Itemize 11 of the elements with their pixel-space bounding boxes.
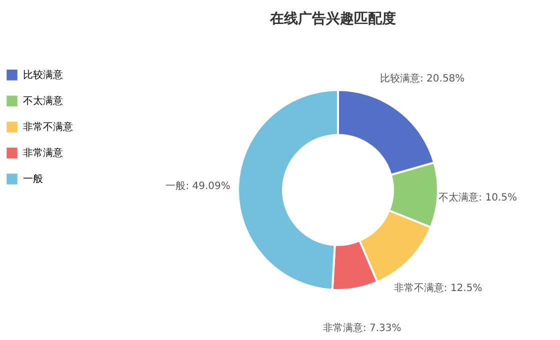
legend-label: 非常不满意: [23, 121, 73, 133]
data-label: 不太满意: 10.5%: [438, 191, 517, 204]
legend-label: 比较满意: [23, 69, 63, 81]
data-label: 非常满意: 7.33%: [322, 322, 402, 334]
legend-label: 不太满意: [23, 95, 63, 107]
data-label: 非常不满意: 12.5%: [394, 282, 482, 294]
legend-label: 一般: [23, 174, 43, 185]
legend-label: 非常满意: [23, 147, 63, 159]
data-label: 一般: 49.09%: [166, 181, 230, 192]
data-label: 比较满意: 20.58%: [380, 72, 465, 84]
chart-title: 在线广告兴趣匹配度: [269, 10, 396, 27]
